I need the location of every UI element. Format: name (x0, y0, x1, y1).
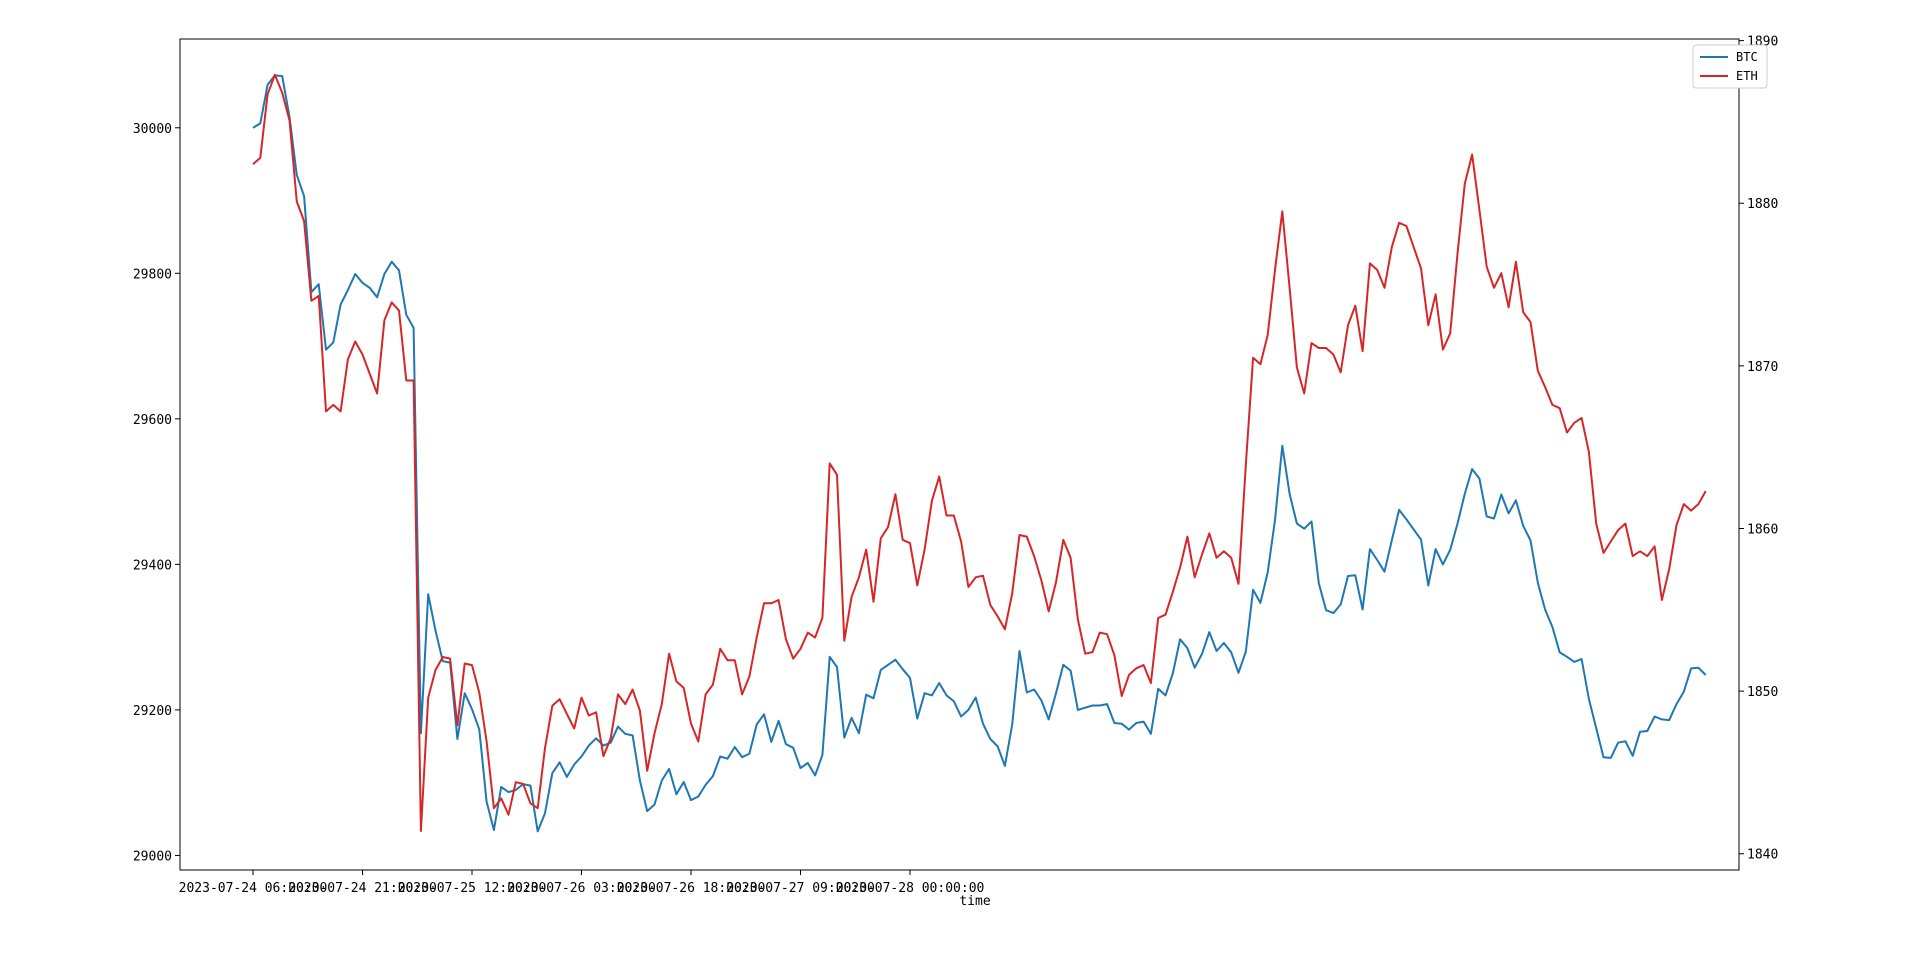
x-tick-label: 2023-07-28 00:00:00 (836, 881, 985, 896)
left-y-tick-label: 29000 (133, 849, 172, 864)
left-y-tick-label: 30000 (133, 122, 172, 137)
left-y-tick-label: 29400 (133, 558, 172, 573)
x-tick-label: 2023-07-27 09:00:00 (726, 881, 875, 896)
series-line-eth (252, 73, 1707, 832)
left-y-tick-label: 29600 (133, 413, 172, 428)
x-tick-label: 2023-07-26 03:00:00 (507, 881, 656, 896)
series-line-btc (252, 74, 1707, 833)
legend-box (1692, 44, 1768, 89)
legend-label-eth: ETH (1736, 69, 1758, 83)
legend: BTC ETH (1692, 44, 1768, 89)
left-y-tick-label: 29200 (133, 704, 172, 719)
x-tick-label: 2023-07-25 12:00:00 (398, 881, 547, 896)
x-tick-label: 2023-07-24 06:00:00 (179, 881, 328, 896)
legend-label-btc: BTC (1736, 50, 1758, 64)
x-tick-label: 2023-07-26 18:00:00 (617, 881, 766, 896)
left-y-axis: 29000 29200 29400 29600 29800 30000 (133, 122, 180, 864)
x-axis-title: time (959, 894, 990, 909)
plot-area-frame (179, 38, 1740, 871)
right-y-tick-label: 1840 (1747, 848, 1778, 863)
left-y-tick-label: 29800 (133, 267, 172, 282)
right-y-tick-label: 1860 (1747, 522, 1778, 537)
right-y-tick-label: 1850 (1747, 685, 1778, 700)
x-tick-label: 2023-07-24 21:00:00 (288, 881, 437, 896)
right-y-tick-label: 1880 (1747, 197, 1778, 212)
series-layer (252, 73, 1707, 833)
right-y-tick-label: 1870 (1747, 360, 1778, 375)
